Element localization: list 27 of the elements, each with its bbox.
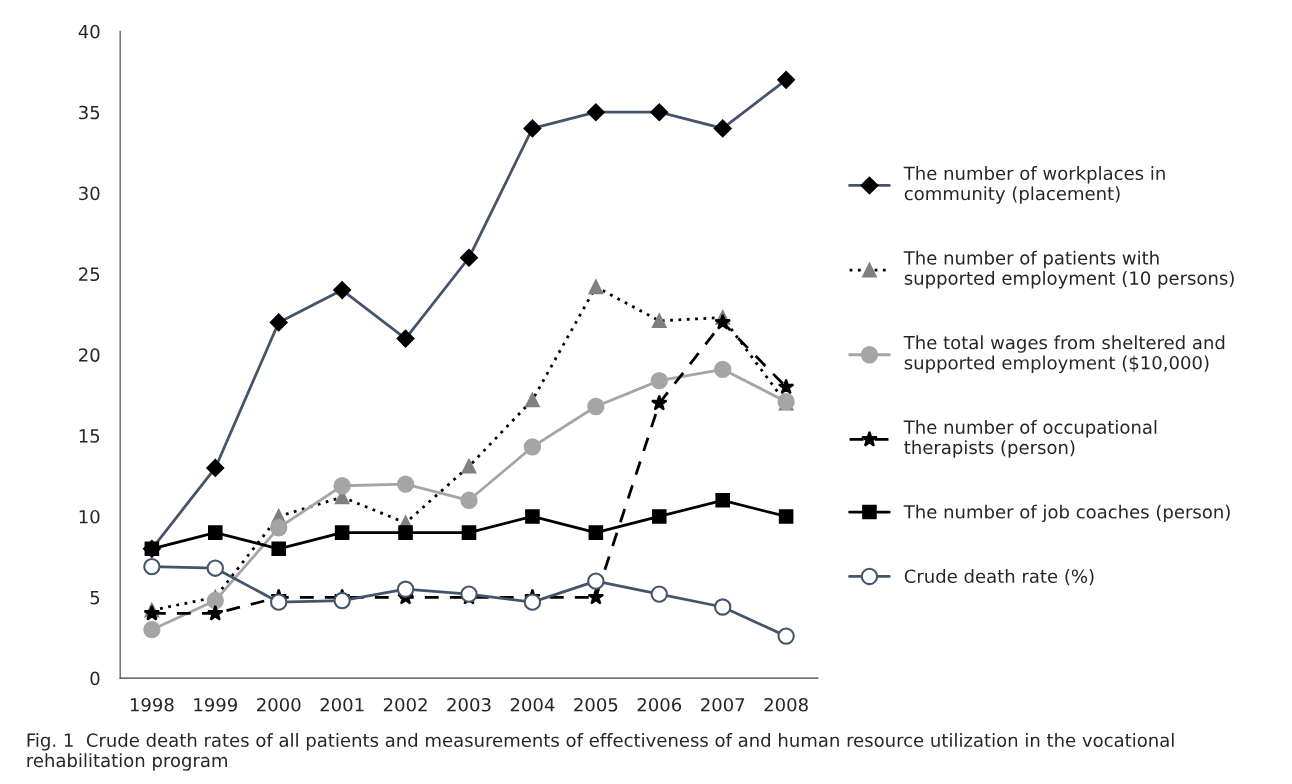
y-tick-label: 20 [79,348,100,362]
caption: Fig. 1 Crude death rates of all patients and measurements of effectiveness of and human resource utilization in the vocational rehabilitation program [27,733,1174,771]
y-tick-label: 40 [78,24,100,39]
legend-label: The number of patients with supported employment (10 persons) [903,250,1234,289]
legend-label: Crude death rate (%) [904,569,1094,586]
y-tick-label: 30 [79,186,100,201]
x-tick-label: 1998 [130,697,174,712]
y-tick-label: 0 [90,671,100,686]
legend-label: The number of workplaces in community (placement) [903,166,1165,204]
x-tick-label: 2002 [383,697,427,712]
legend-label: The number of job coaches (person) [903,504,1230,523]
y-tick-label: 25 [79,267,100,282]
y-tick-label: 35 [79,105,100,120]
y-tick-label: 10 [79,509,100,524]
y-tick-label: 15 [79,429,100,443]
y-tick-label: 5 [90,591,100,605]
x-tick-label: 2006 [637,697,682,712]
x-tick-label: 2000 [257,697,301,712]
x-tick-label: 1999 [194,697,237,712]
x-tick-label: 2004 [510,697,555,712]
x-tick-label: 2003 [447,697,491,712]
x-tick-label: 2001 [320,697,364,712]
x-tick-label: 2008 [764,697,808,712]
legend-label: The number of occupational therapists (person) [903,420,1157,458]
x-tick-label: 2005 [574,697,618,712]
x-tick-label: 2007 [701,697,745,712]
legend-label: The total wages from sheltered and supported employment ($10,000) [903,335,1225,374]
